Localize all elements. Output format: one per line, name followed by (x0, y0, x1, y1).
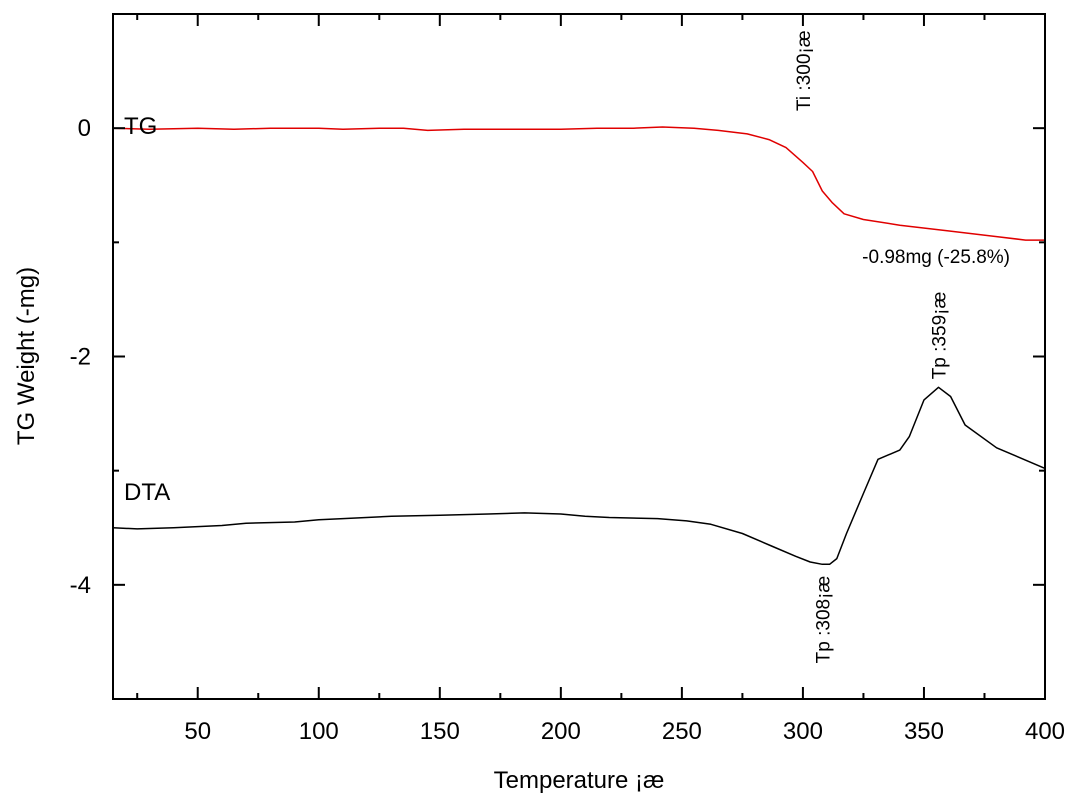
annotation-ti: Ti :300¡æ (794, 30, 815, 111)
series-label-dta: DTA (124, 479, 170, 506)
x-tick-label: 150 (420, 718, 460, 745)
series-label-tg: TG (124, 113, 157, 140)
x-tick-label: 250 (662, 718, 702, 745)
annotation-tp1: Tp :308¡æ (813, 576, 834, 664)
y-tick-label: -2 (70, 344, 91, 371)
y-tick-label: -4 (70, 572, 91, 599)
x-tick-label: 300 (783, 718, 823, 745)
x-tick-label: 350 (904, 718, 944, 745)
x-axis-title: Temperature ¡æ (494, 767, 665, 794)
series-line-dta (112, 386, 1046, 566)
y-axis-title: TG Weight (-mg) (13, 267, 40, 445)
y-tick-label: 0 (78, 115, 91, 142)
x-tick-label: 200 (541, 718, 581, 745)
x-tick-label: 400 (1025, 718, 1065, 745)
annotation-tp2: Tp :359¡æ (930, 292, 951, 380)
x-tick-label: 50 (184, 718, 211, 745)
series-line-tg (112, 126, 1045, 241)
annotation-loss: -0.98mg (-25.8%) (862, 247, 1010, 268)
x-tick-label: 100 (299, 718, 339, 745)
